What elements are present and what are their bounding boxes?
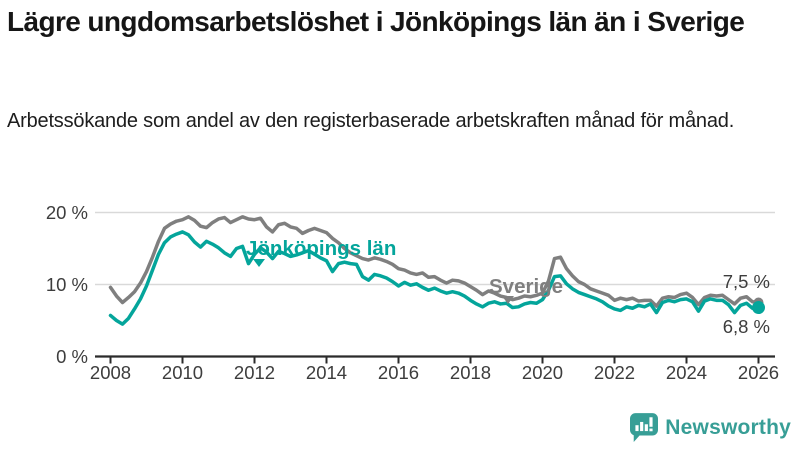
x-tick-label: 2012 xyxy=(234,362,275,383)
newsworthy-logo-icon xyxy=(630,413,659,442)
end-value-sverige: 7,5 % xyxy=(723,271,770,292)
x-tick-label: 2018 xyxy=(450,362,491,383)
y-tick-label: 20 % xyxy=(46,202,88,223)
logo-exclamation-dot xyxy=(649,428,653,432)
x-tick-label: 2008 xyxy=(90,362,131,383)
newsworthy-wordmark: Newsworthy xyxy=(665,416,791,439)
x-tick-label: 2016 xyxy=(378,362,419,383)
series-label-sverige: Sverige xyxy=(489,275,563,298)
logo-bar-1 xyxy=(635,425,639,432)
end-dot-jonkopings-lan xyxy=(752,301,765,315)
chart-subtitle: Arbetssökande som andel av den registerb… xyxy=(7,110,735,132)
x-tick-label: 2026 xyxy=(738,362,779,383)
unemployment-line-chart: 0 % 10 % 20 % 2008 2010 2012 2014 2016 2018 2020 2… xyxy=(46,202,779,383)
y-tick-label: 10 % xyxy=(46,274,88,295)
line-sverige xyxy=(108,215,761,308)
logo-exclamation-stem xyxy=(649,417,653,427)
logo-bar-2 xyxy=(640,421,644,432)
x-tick-label: 2014 xyxy=(306,362,347,383)
chart-title: Lägre ungdomsarbetslöshet i Jönköpings l… xyxy=(7,6,745,37)
logo-bubble xyxy=(630,413,659,436)
y-tick-label: 0 % xyxy=(56,346,88,367)
series-label-jonkopings-lan: Jönköpings län xyxy=(246,237,396,260)
line-jonkopings-lan xyxy=(108,230,761,326)
x-tick-label: 2024 xyxy=(666,362,707,383)
x-tick-label: 2020 xyxy=(522,362,563,383)
logo-bar-3 xyxy=(645,424,649,432)
series-label-arrow-sverige xyxy=(502,296,514,304)
end-value-jonkopings-lan: 6,8 % xyxy=(723,316,770,337)
x-tick-label: 2010 xyxy=(162,362,203,383)
x-tick-label: 2022 xyxy=(594,362,635,383)
series-label-arrow-jonkopings-lan xyxy=(253,259,265,267)
newsworthy-logo: Newsworthy xyxy=(630,413,791,443)
logo-bubble-tail xyxy=(634,432,643,442)
